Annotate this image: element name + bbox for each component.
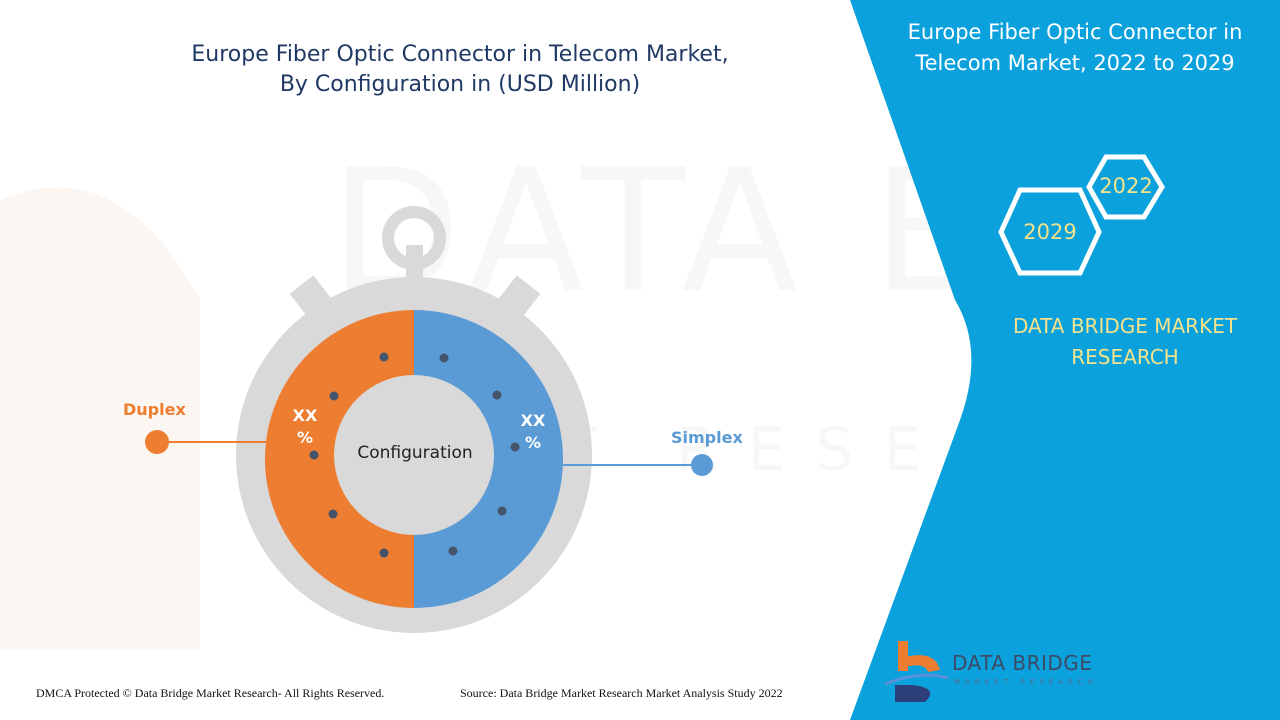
duplex-value-pct: % [296, 428, 314, 447]
center-label: Configuration [357, 443, 473, 463]
simplex-value-number: XX [520, 411, 546, 430]
logo-text: DATA BRIDGE [952, 651, 1093, 675]
brand-text: DATA BRIDGE MARKET RESEARCH [990, 311, 1260, 373]
data-bridge-logo-icon [884, 641, 949, 702]
year-2029-label: 2029 [1023, 220, 1077, 244]
side-panel [850, 0, 1280, 720]
side-title-line-1: Europe Fiber Optic Connector in [907, 20, 1243, 44]
center-circle [334, 375, 494, 535]
hex-2022 [1086, 154, 1165, 220]
title-line-1: Europe Fiber Optic Connector in Telecom … [191, 42, 729, 67]
simplex-label: Simplex [671, 428, 743, 447]
hex-2029 [998, 187, 1102, 276]
duplex-marker [145, 430, 169, 454]
simplex-value-pct: % [524, 433, 542, 452]
tick-dots [309, 352, 520, 558]
source-text: Source: Data Bridge Market Research Mark… [460, 686, 783, 700]
side-title-line-2: Telecom Market, 2022 to 2029 [915, 51, 1235, 75]
duplex-label: Duplex [123, 400, 186, 419]
title-line-2: By Configuration in (USD Million) [279, 72, 641, 97]
duplex-value-number: XX [292, 406, 318, 425]
simplex-marker [691, 454, 713, 476]
simplex-value: XX % [518, 410, 548, 454]
copyright-text: DMCA Protected © Data Bridge Market Rese… [36, 686, 385, 700]
brand-line-1: DATA BRIDGE MARKET [1012, 314, 1238, 338]
side-panel-title: Europe Fiber Optic Connector in Telecom … [890, 17, 1260, 79]
brand-line-2: RESEARCH [1071, 345, 1179, 369]
logo-subtext: MARKET RESEARCH [954, 678, 1098, 686]
chart-title: Europe Fiber Optic Connector in Telecom … [150, 40, 770, 100]
duplex-value: XX % [290, 405, 320, 449]
year-2022-label: 2022 [1099, 174, 1153, 198]
